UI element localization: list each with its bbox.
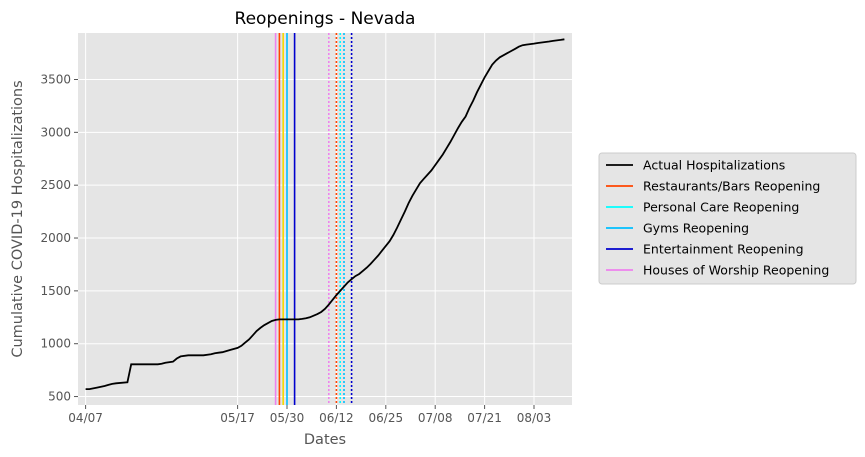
legend-label: Houses of Worship Reopening	[643, 263, 829, 278]
series-lines	[85, 38, 565, 391]
reopening-lines	[274, 33, 353, 405]
legend-label: Entertainment Reopening	[643, 242, 804, 257]
series-line	[85, 38, 565, 391]
y-tick-label: 1000	[40, 337, 71, 351]
y-axis-label: Cumulative COVID-19 Hospitalizations	[10, 80, 26, 357]
legend-label: Personal Care Reopening	[643, 200, 799, 215]
grid-lines	[78, 33, 572, 405]
x-ticks: 04/07 05/17 05/30 06/12 06/25 07/08 07/21 08/03	[68, 405, 551, 425]
x-tick-label: 05/30	[270, 411, 305, 425]
x-tick-label: 04/07	[68, 411, 103, 425]
x-tick-label: 07/21	[467, 411, 502, 425]
plot-background	[78, 33, 572, 405]
legend-label: Restaurants/Bars Reopening	[643, 179, 820, 194]
y-tick-label: 3500	[40, 73, 71, 87]
y-tick-label: 2500	[40, 178, 71, 192]
legend-label: Gyms Reopening	[643, 221, 749, 236]
y-tick-label: 3000	[40, 125, 71, 139]
legend: Actual Hospitalizations Restaurants/Bars …	[598, 152, 857, 285]
chart-title: Reopenings - Nevada	[235, 9, 416, 29]
legend-label: Actual Hospitalizations	[643, 158, 785, 173]
x-tick-label: 08/03	[517, 411, 552, 425]
y-tick-label: 500	[48, 390, 71, 404]
y-tick-label: 1500	[40, 284, 71, 298]
legend-box	[598, 152, 857, 285]
x-tick-label: 06/12	[319, 411, 354, 425]
y-tick-label: 2000	[40, 231, 71, 245]
x-tick-label: 05/17	[220, 411, 255, 425]
x-tick-label: 07/08	[418, 411, 453, 425]
y-ticks: 500 1000 1500 2000 2500 3000 3500	[40, 73, 78, 404]
x-tick-label: 06/25	[369, 411, 404, 425]
x-axis-label: Dates	[304, 432, 346, 448]
